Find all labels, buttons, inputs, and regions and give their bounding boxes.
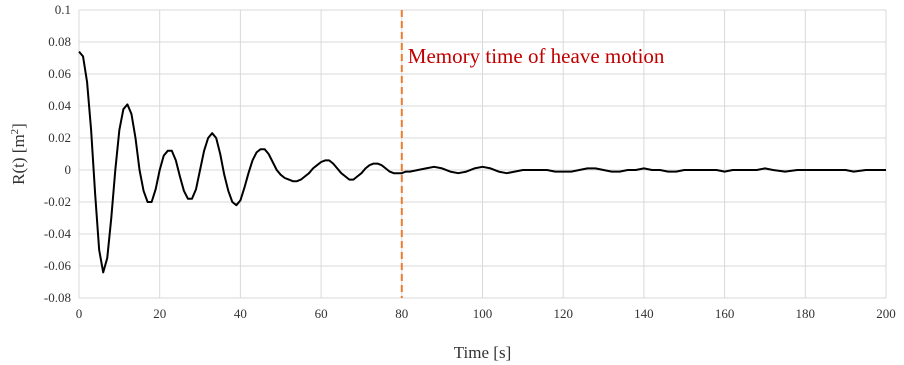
x-tick-label: 20	[153, 306, 166, 321]
annotation-layer: Memory time of heave motion	[400, 10, 665, 298]
axes: -0.08 -0.06 -0.04 -0.02 0 0.02 0.04 0.06 0.08 0.1…	[44, 2, 896, 321]
x-tick-label: 60	[315, 306, 328, 321]
memory-time-annotation: Memory time of heave motion	[408, 44, 665, 68]
y-tick-label: -0.04	[44, 226, 72, 241]
y-axis-title-main: R(t) [m	[9, 134, 28, 185]
y-tick-label: 0.08	[48, 34, 71, 49]
series-line	[78, 50, 886, 274]
y-tick-label: -0.08	[44, 290, 71, 305]
x-tick-label: 40	[234, 306, 247, 321]
x-tick-label: 120	[553, 306, 573, 321]
x-axis-title: Time [s]	[454, 343, 511, 362]
y-axis-title-close: ]	[9, 123, 28, 129]
x-tick-label: 200	[876, 306, 896, 321]
series-layer	[78, 50, 886, 274]
y-tick-label: -0.02	[44, 194, 71, 209]
x-tick-label: 100	[473, 306, 493, 321]
y-axis-title-superscript: 2	[9, 129, 21, 135]
y-axis-title: R(t) [m2]	[9, 123, 28, 185]
grid	[78, 9, 887, 299]
x-tick-label: 160	[715, 306, 735, 321]
x-tick-label: 0	[76, 306, 83, 321]
x-tick-label: 140	[634, 306, 654, 321]
x-tick-label: 180	[796, 306, 816, 321]
y-tick-label: 0.06	[48, 66, 71, 81]
y-tick-label: 0.02	[48, 130, 71, 145]
x-tick-label: 80	[395, 306, 408, 321]
y-tick-label: -0.06	[44, 258, 72, 273]
y-tick-label: 0	[65, 162, 72, 177]
y-tick-label: 0.1	[55, 2, 71, 17]
y-tick-label: 0.04	[48, 98, 71, 113]
